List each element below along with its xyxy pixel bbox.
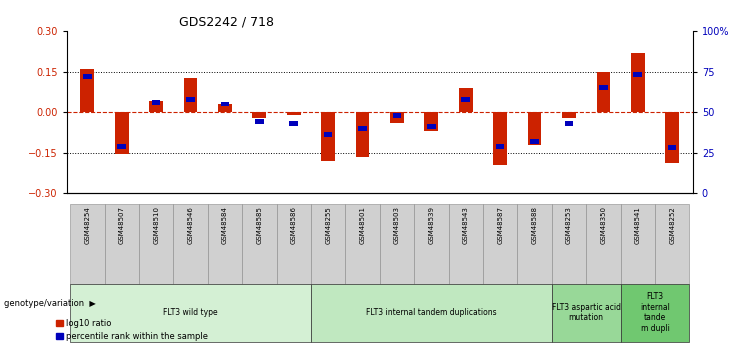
Bar — [631, 53, 645, 112]
Bar — [552, 284, 620, 342]
Bar — [665, 112, 679, 164]
Text: genotype/variation  ▶: genotype/variation ▶ — [4, 299, 96, 308]
Bar — [149, 101, 163, 112]
Bar — [242, 204, 276, 284]
Bar — [620, 284, 689, 342]
Bar — [565, 121, 574, 126]
Bar — [655, 204, 689, 284]
Bar — [221, 101, 229, 107]
Bar — [562, 112, 576, 118]
Text: GSM48254: GSM48254 — [84, 206, 90, 244]
Bar — [379, 204, 414, 284]
Text: GSM48586: GSM48586 — [290, 206, 296, 244]
Text: GSM48588: GSM48588 — [531, 206, 537, 244]
Bar — [358, 126, 367, 131]
Text: GSM48584: GSM48584 — [222, 206, 228, 244]
Bar — [81, 69, 94, 112]
Bar — [276, 204, 311, 284]
Bar — [253, 112, 266, 118]
Bar — [462, 97, 470, 101]
Bar — [620, 204, 655, 284]
Bar — [186, 97, 195, 101]
Text: FLT3
internal
tande
m dupli: FLT3 internal tande m dupli — [640, 293, 670, 333]
Text: GSM48510: GSM48510 — [153, 206, 159, 244]
Bar — [290, 121, 298, 126]
Text: FLT3 wild type: FLT3 wild type — [163, 308, 218, 317]
Bar — [528, 112, 542, 145]
Bar — [517, 204, 552, 284]
Bar — [494, 112, 507, 165]
Text: GSM48501: GSM48501 — [359, 206, 365, 244]
Text: GDS2242 / 718: GDS2242 / 718 — [179, 16, 274, 29]
Bar — [311, 284, 552, 342]
Bar — [634, 72, 642, 77]
Text: GSM48255: GSM48255 — [325, 206, 331, 244]
Bar — [459, 88, 473, 112]
Bar — [115, 112, 129, 154]
Text: FLT3 aspartic acid
mutation: FLT3 aspartic acid mutation — [552, 303, 621, 322]
Bar — [597, 71, 611, 112]
Bar — [345, 204, 379, 284]
Bar — [448, 204, 483, 284]
Bar — [70, 284, 311, 342]
Bar — [184, 78, 197, 112]
Bar — [152, 100, 161, 105]
Text: FLT3 internal tandem duplications: FLT3 internal tandem duplications — [366, 308, 496, 317]
Bar — [427, 124, 436, 129]
Bar — [496, 144, 505, 149]
Bar — [83, 74, 92, 79]
Bar — [552, 204, 586, 284]
Bar — [324, 132, 333, 137]
Bar — [207, 204, 242, 284]
Bar — [287, 112, 301, 115]
Bar — [104, 204, 139, 284]
Bar — [483, 204, 517, 284]
Bar — [70, 204, 104, 284]
Bar — [414, 204, 448, 284]
Bar — [390, 112, 404, 123]
Bar — [218, 104, 232, 112]
Text: GSM48507: GSM48507 — [119, 206, 124, 244]
Text: GSM48252: GSM48252 — [669, 206, 675, 244]
Text: GSM48350: GSM48350 — [600, 206, 606, 244]
Bar — [322, 112, 335, 161]
Bar — [311, 204, 345, 284]
Bar — [117, 144, 126, 149]
Text: GSM48585: GSM48585 — [256, 206, 262, 244]
Bar — [356, 112, 370, 157]
Bar — [393, 113, 402, 118]
Bar — [173, 204, 207, 284]
Text: GSM48539: GSM48539 — [428, 206, 434, 244]
Bar — [255, 119, 264, 124]
Text: GSM48503: GSM48503 — [394, 206, 400, 244]
Bar — [531, 139, 539, 144]
Text: GSM48546: GSM48546 — [187, 206, 193, 244]
Bar — [425, 112, 438, 131]
Bar — [599, 85, 608, 90]
Bar — [668, 145, 677, 150]
Legend: log10 ratio, percentile rank within the sample: log10 ratio, percentile rank within the … — [56, 319, 208, 341]
Bar — [586, 204, 620, 284]
Text: GSM48587: GSM48587 — [497, 206, 503, 244]
Text: GSM48253: GSM48253 — [566, 206, 572, 244]
Text: GSM48543: GSM48543 — [463, 206, 469, 244]
Bar — [139, 204, 173, 284]
Text: GSM48541: GSM48541 — [635, 206, 641, 244]
